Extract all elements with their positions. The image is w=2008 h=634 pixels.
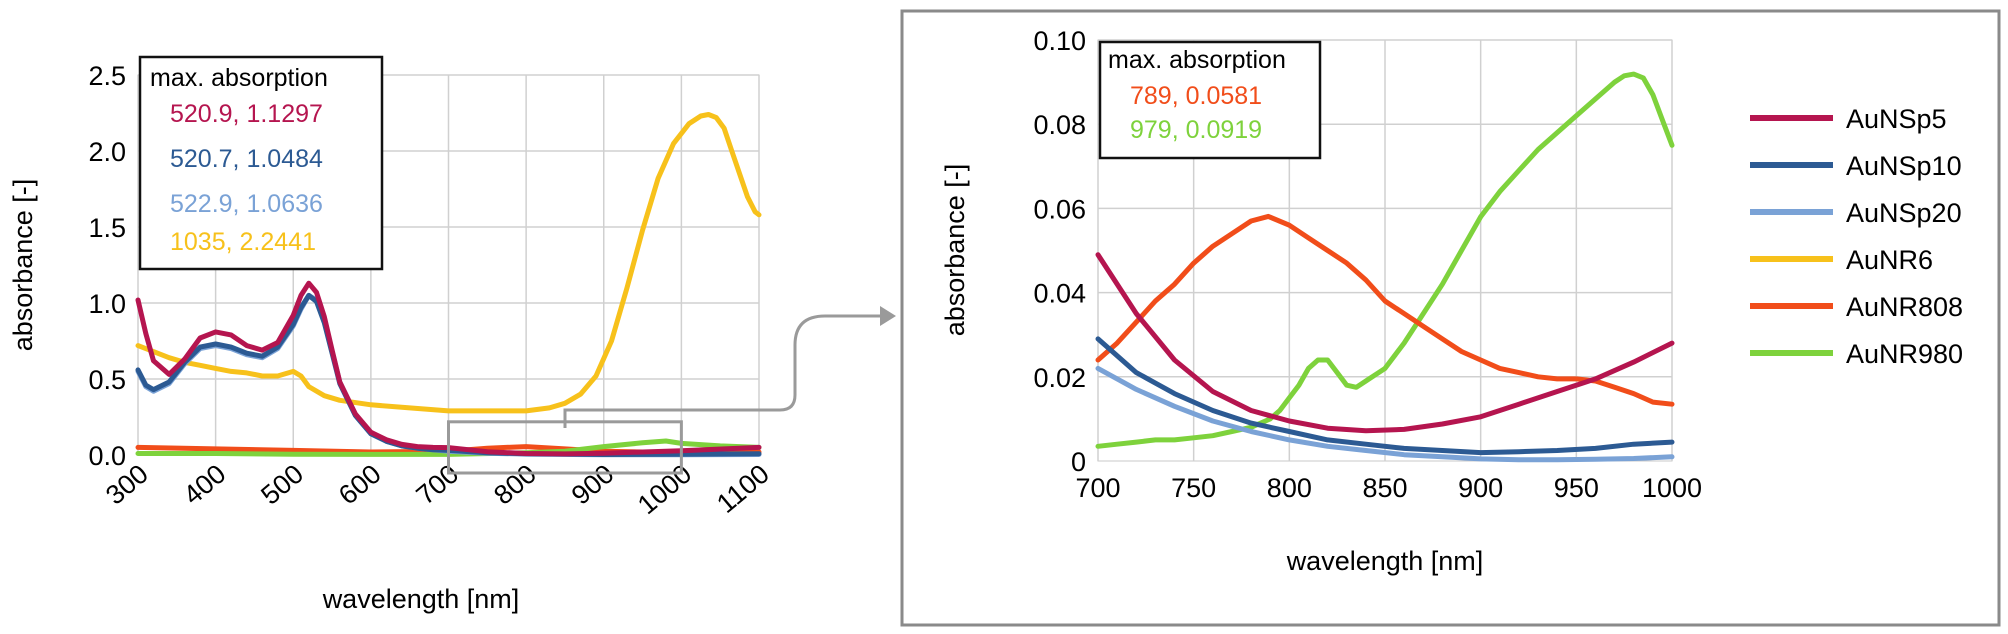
- c0-y-tick-label: 0.5: [88, 365, 126, 395]
- zoom-chart-panel: 0 0.02 0.04 0.06 0.08 0.10 700 750 800 850 900 950…: [900, 9, 2001, 627]
- c1-series-line-aunsp10: [1095, 336, 1675, 456]
- c0-x-tick-label: 800: [488, 459, 542, 511]
- legend-label-aunsp10: AuNSp10: [1846, 151, 1962, 181]
- c0-x-tick-label: 1100: [711, 459, 775, 519]
- c0-y-tick-label: 0.0: [88, 441, 126, 471]
- c0-series-line-aunr6: [135, 112, 762, 414]
- overview-x-axis-label: wavelength [nm]: [322, 584, 520, 614]
- overview-annotation-title: max. absorption: [150, 64, 328, 92]
- overview-y-axis-label: absorbance [-]: [8, 179, 38, 352]
- zoom-connector-arrowhead: [880, 306, 896, 326]
- c1-x-tick-label: 750: [1171, 473, 1216, 503]
- c1-x-tick-label: 1000: [1642, 473, 1702, 503]
- zoom-annotation-entry-aunr808: 789, 0.0581: [1130, 82, 1262, 110]
- c1-x-tick-label: 950: [1554, 473, 1599, 503]
- c1-series-line-aunsp5: [1095, 252, 1675, 434]
- zoom-annotation-entry-aunr980: 979, 0.0919: [1130, 116, 1262, 144]
- c1-y-tick-label: 0.08: [1033, 110, 1086, 140]
- c0-y-tick-label: 2.0: [88, 137, 126, 167]
- c0-y-tick-label: 1.5: [88, 213, 126, 243]
- zoom-annotation-box: max. absorption 789, 0.0581 979, 0.0919: [1098, 40, 1322, 160]
- overview-annotation-box: max. absorption 520.9, 1.1297 520.7, 1.0…: [138, 55, 384, 271]
- zoom-x-ticks: 700 750 800 850 900 950 1000: [1075, 473, 1702, 503]
- overview-annotation-entry-aunsp20: 522.9, 1.0636: [170, 190, 323, 218]
- overview-x-ticks: 300 400 500 600 700 800 900 1000 1100: [100, 459, 775, 521]
- c1-y-tick-label: 0.04: [1033, 279, 1086, 309]
- legend-label-aunr6: AuNR6: [1846, 245, 1933, 275]
- zoom-connector-path: [563, 314, 880, 428]
- c1-x-tick-label: 800: [1267, 473, 1312, 503]
- zoom-series-lines: [1095, 71, 1675, 463]
- c1-x-tick-label: 900: [1458, 473, 1503, 503]
- overview-annotation-entry-aunsp10: 520.7, 1.0484: [170, 145, 323, 173]
- zoom-connector-arrow: [563, 306, 896, 428]
- zoom-y-ticks: 0 0.02 0.04 0.06 0.08 0.10: [1033, 26, 1086, 477]
- legend-label-aunsp20: AuNSp20: [1846, 198, 1962, 228]
- c0-x-tick-label: 900: [566, 459, 620, 511]
- c0-y-tick-label: 2.5: [88, 61, 126, 91]
- legend-label-aunsp5: AuNSp5: [1846, 104, 1947, 134]
- overview-annotation-entry-aunr6: 1035, 2.2441: [170, 228, 316, 256]
- c1-y-tick-label: 0: [1071, 447, 1086, 477]
- c0-x-tick-label: 500: [255, 459, 309, 511]
- c0-x-tick-label: 1000: [632, 459, 697, 521]
- overview-annotation-entry-aunsp5: 520.9, 1.1297: [170, 100, 323, 128]
- c1-x-tick-label: 700: [1075, 473, 1120, 503]
- zoom-x-axis-label: wavelength [nm]: [1286, 546, 1484, 576]
- c0-x-tick-label: 700: [411, 459, 465, 511]
- zoom-y-axis-label: absorbance [-]: [940, 164, 970, 337]
- legend-label-aunr808: AuNR808: [1846, 292, 1963, 322]
- c1-y-tick-label: 0.06: [1033, 194, 1086, 224]
- c0-x-tick-label: 600: [333, 459, 387, 511]
- c0-x-tick-label: 400: [178, 459, 232, 511]
- c1-series-line-aunr980: [1095, 71, 1675, 449]
- c1-y-tick-label: 0.02: [1033, 363, 1086, 393]
- zoom-annotation-title: max. absorption: [1108, 46, 1286, 74]
- c1-x-tick-label: 850: [1362, 473, 1407, 503]
- c0-y-tick-label: 1.0: [88, 289, 126, 319]
- zoom-legend: AuNSp5 AuNSp10 AuNSp20 AuNR6 AuNR808 AuNR980: [1750, 104, 1963, 369]
- overview-chart: 0.00.51.01.52.02.5 300 400 500 600 700 800 900…: [8, 55, 775, 614]
- c0-series-line-aunsp5: [135, 280, 762, 457]
- c1-series-line-aunsp20: [1095, 365, 1675, 463]
- overview-annotation-frame: [138, 55, 384, 271]
- zoom-annotation-frame: [1098, 40, 1322, 160]
- c1-y-tick-label: 0.10: [1033, 26, 1086, 56]
- legend-label-aunr980: AuNR980: [1846, 339, 1963, 369]
- c1-series-line-aunr808: [1095, 213, 1675, 407]
- overview-y-ticks: 0.0 0.5 1.0 1.5 2.0 2.5: [88, 61, 126, 471]
